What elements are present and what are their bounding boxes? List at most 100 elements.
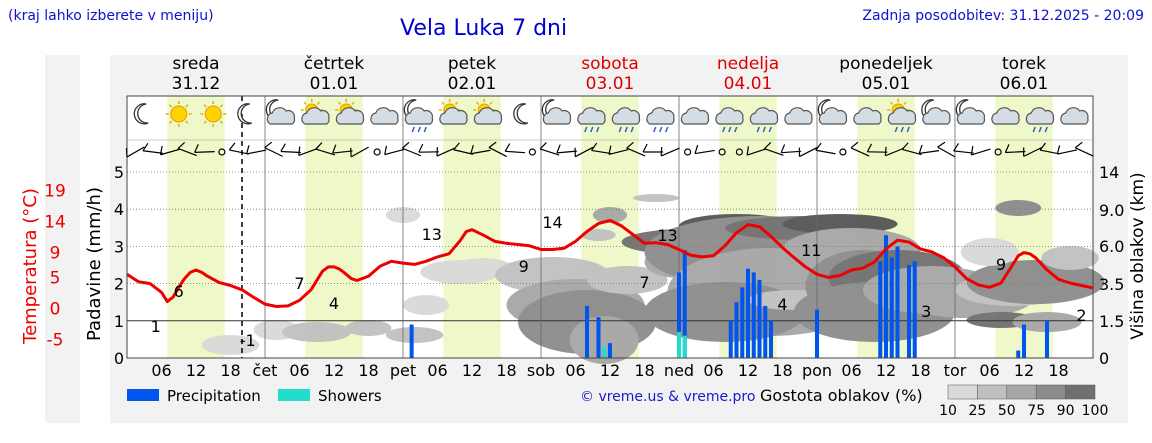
cloud-rain-icon	[611, 107, 641, 133]
sun-cloud-icon	[300, 99, 330, 125]
cloud-icon	[991, 107, 1020, 125]
shower-bar	[682, 335, 687, 358]
day-date: 01.01	[310, 74, 359, 94]
day-date: 03.01	[586, 74, 635, 94]
moon-cloud-rain-icon	[403, 99, 434, 133]
precipitation-tick: 1	[114, 312, 124, 331]
temperature-value-label: 7	[639, 273, 649, 292]
x-tick-label: 12	[462, 361, 482, 380]
temperature-value-label: 2	[1076, 306, 1086, 325]
x-tick-label: 12	[1014, 361, 1034, 380]
temperature-value-label: 11	[801, 241, 821, 260]
precipitation-bar	[763, 305, 768, 358]
cloud-icon	[853, 107, 882, 125]
x-tick-label: pet	[390, 361, 416, 380]
x-tick-label: 18	[220, 361, 240, 380]
day-date: 06.01	[1000, 74, 1049, 94]
precipitation-bar	[751, 272, 756, 358]
moon-icon	[133, 103, 149, 125]
wind-barb	[264, 141, 283, 157]
cloud-icon	[784, 107, 813, 125]
temperature-value-label: 7	[294, 274, 304, 293]
wind-barb	[470, 144, 491, 155]
density-legend-tick: 90	[1057, 403, 1075, 419]
sun-icon	[200, 101, 227, 127]
wind-barb	[159, 145, 180, 156]
density-legend-tick: 10	[939, 403, 957, 419]
precipitation-axis-title: Padavine (mm/h)	[84, 187, 105, 341]
moon-cloud-icon	[541, 99, 572, 125]
day-date: 31.12	[172, 74, 221, 94]
calm-wind-mark	[994, 148, 1002, 156]
daylight-band	[305, 96, 363, 358]
wind-barb	[488, 141, 508, 158]
precipitation-bar	[895, 246, 900, 358]
cloud-rain-icon	[715, 107, 744, 133]
day-name: sreda	[172, 54, 219, 74]
moon-cloud-icon	[955, 99, 986, 125]
precipitation-legend-label: Precipitation	[167, 387, 261, 405]
precipitation-tick: 0	[114, 349, 124, 368]
cloud-height-tick: 9.0	[1099, 201, 1124, 220]
wind-barb	[418, 143, 439, 153]
last-updated: Zadnja posodobitev: 31.12.2025 - 20:09	[862, 8, 1144, 24]
x-tick-label: 18	[1048, 361, 1068, 380]
cloud-density-area	[201, 194, 1105, 364]
density-legend-swatch	[1065, 384, 1096, 400]
x-tick-label: 18	[634, 361, 654, 380]
cloud-icon	[1060, 107, 1089, 125]
sun-cloud-icon	[473, 99, 503, 125]
temperature-value-label: -1	[240, 331, 256, 350]
day-name: petek	[448, 54, 496, 74]
cloud-height-tick: 3.5	[1099, 275, 1124, 294]
density-legend-swatch	[1035, 384, 1066, 400]
cloud-icon	[370, 107, 399, 125]
daylight-band	[167, 96, 225, 358]
wind-barb	[574, 146, 594, 158]
wind-barb	[763, 142, 784, 156]
wind-barb	[1039, 142, 1060, 155]
density-legend-tick: 100	[1082, 403, 1109, 419]
wind-barb	[694, 144, 715, 155]
wind-barb	[504, 143, 526, 154]
x-tick-label: 18	[496, 361, 516, 380]
wind-barb	[780, 144, 802, 154]
moon-icon	[237, 103, 253, 125]
day-name: nedelja	[717, 54, 779, 74]
calm-wind-mark	[528, 148, 536, 156]
x-tick-label: tor	[944, 361, 967, 380]
x-tick-label: 12	[324, 361, 344, 380]
temperature-tick: -5	[47, 330, 64, 350]
wind-barb	[556, 144, 577, 154]
density-legend-title: Gostota oblakov (%)	[760, 386, 923, 405]
cloud-height-tick: 0	[1099, 349, 1109, 368]
x-tick-label: 06	[841, 361, 861, 380]
temperature-value-label: 1	[151, 317, 161, 336]
precipitation-bar	[409, 324, 414, 358]
x-tick-label: 12	[738, 361, 758, 380]
density-legend-tick: 25	[968, 403, 986, 419]
wind-barb	[539, 142, 560, 156]
wind-barb	[1023, 147, 1042, 157]
x-tick-label: 18	[910, 361, 930, 380]
wind-barb	[1004, 144, 1026, 154]
x-tick-label: čet	[253, 361, 278, 380]
wind-barb	[798, 146, 818, 158]
precipitation-tick: 3	[114, 237, 124, 256]
precipitation-bar	[745, 268, 751, 358]
density-legend-swatch	[947, 384, 978, 400]
wind-barb	[298, 146, 318, 156]
wind-barb	[125, 146, 145, 158]
menu-hint: (kraj lahko izberete v meniju)	[8, 8, 214, 24]
wind-barb	[953, 143, 974, 154]
moon-icon	[513, 103, 529, 125]
temperature-value-label: 4	[777, 295, 787, 314]
wind-barb	[850, 141, 870, 157]
precipitation-bar	[740, 287, 745, 358]
wind-barb	[1056, 145, 1078, 155]
wind-barb	[436, 147, 456, 157]
wind-barb	[866, 143, 888, 153]
temperature-value-label: 13	[657, 226, 677, 245]
x-tick-label: 12	[186, 361, 206, 380]
x-tick-label: 12	[876, 361, 896, 380]
